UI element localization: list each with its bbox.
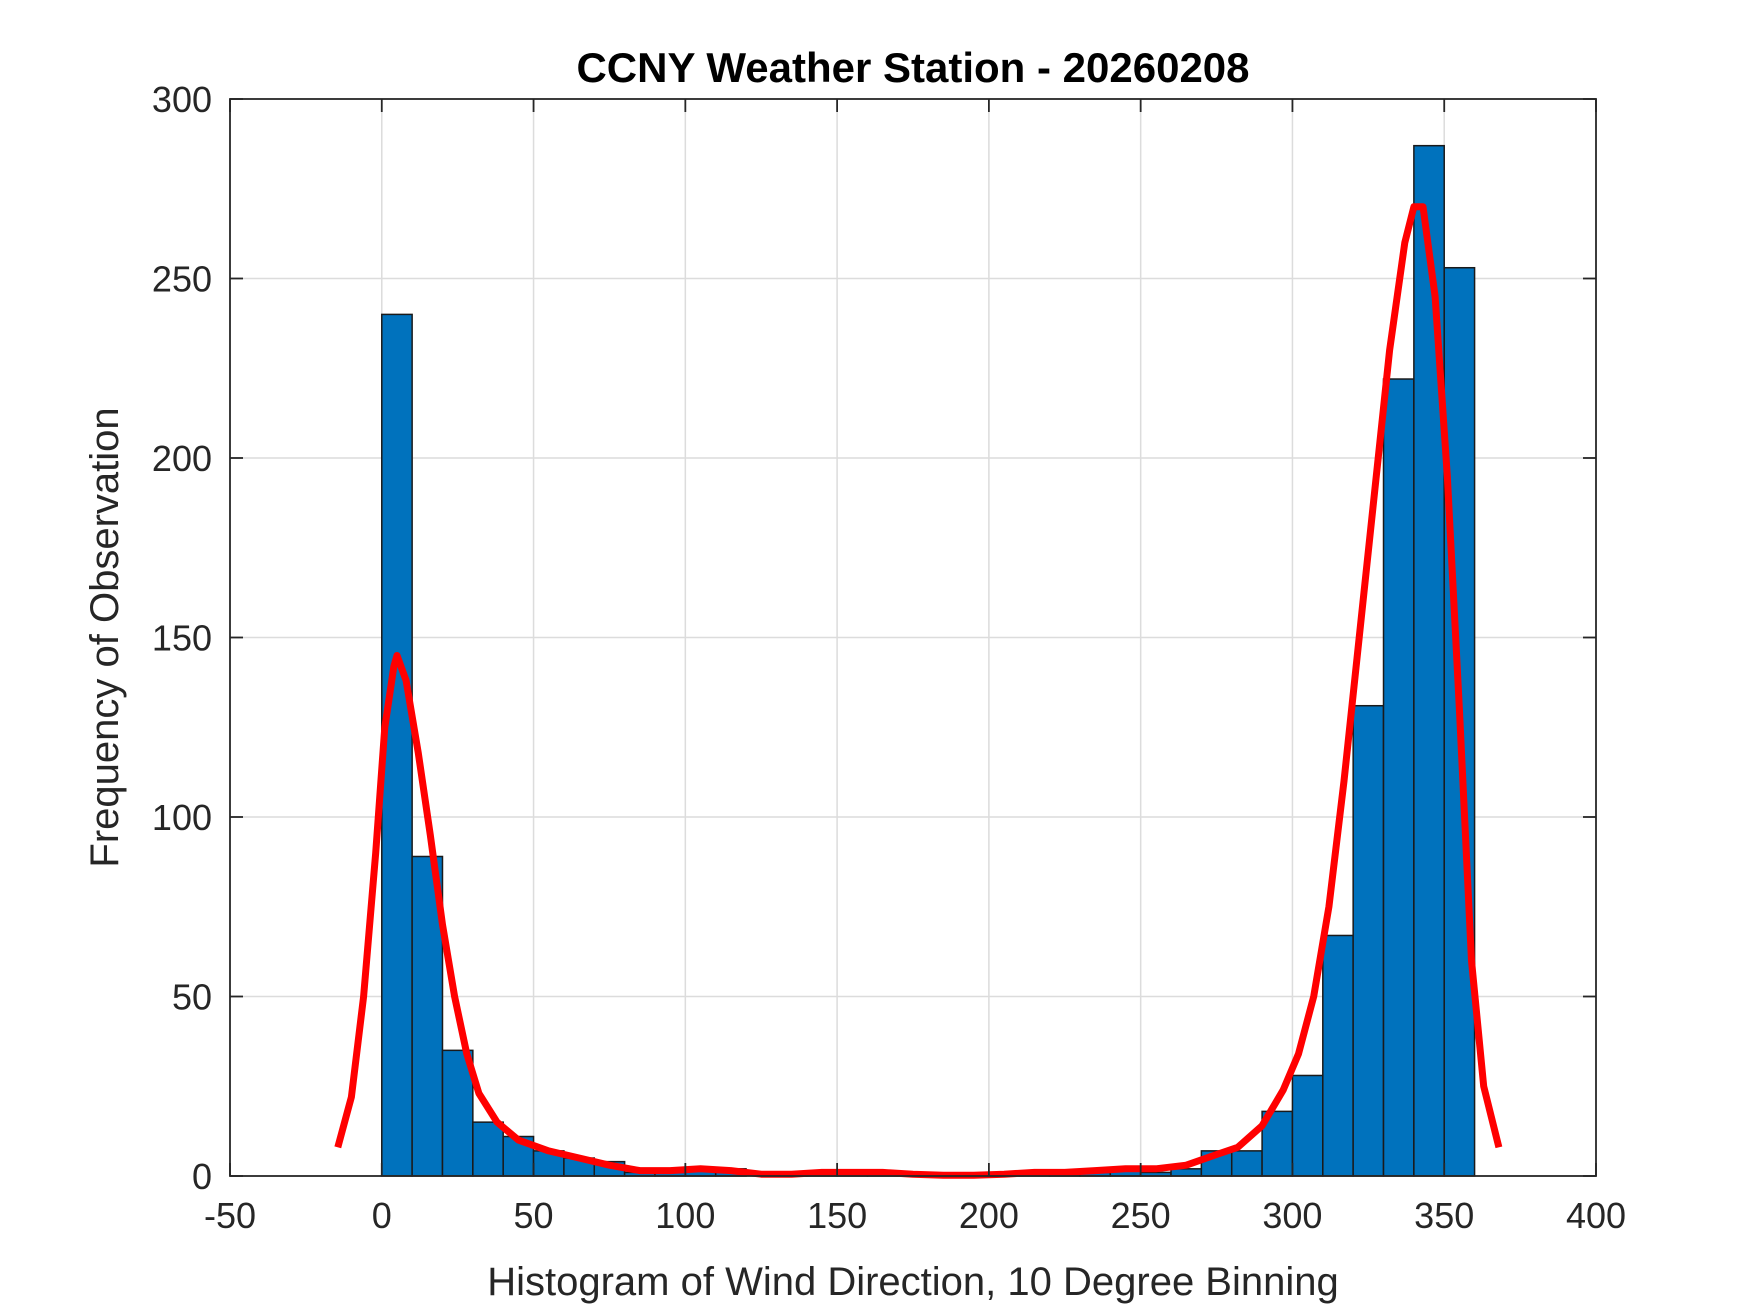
histogram-bar [1322, 934, 1354, 1177]
y-tick-label: 250 [152, 259, 212, 300]
histogram-bar [1291, 1074, 1324, 1177]
histogram-bar [1352, 704, 1385, 1177]
y-tick-label: 200 [152, 438, 212, 479]
x-tick-label: 0 [372, 1195, 392, 1236]
y-axis-label: Frequency of Observation [83, 407, 127, 867]
y-tick-label: 50 [172, 977, 212, 1018]
density-curve-layer [334, 203, 1503, 1179]
x-tick-label: 50 [514, 1195, 554, 1236]
x-tick-label: -50 [204, 1195, 256, 1236]
x-tick-label: 350 [1414, 1195, 1474, 1236]
y-tick-label: 0 [192, 1156, 212, 1197]
axes-frame [229, 98, 1597, 1177]
x-axis-label: Histogram of Wind Direction, 10 Degree B… [487, 1260, 1339, 1304]
chart-title: CCNY Weather Station - 20260208 [576, 44, 1249, 91]
y-tick-labels: 0 50 100 150 200 250 300 [152, 79, 212, 1197]
x-tick-label: 150 [807, 1195, 867, 1236]
density-curve [334, 203, 1503, 1179]
histogram-bar [472, 1121, 504, 1177]
y-tick-label: 100 [152, 797, 212, 838]
x-tick-label: 200 [959, 1195, 1019, 1236]
histogram-bar [1413, 144, 1445, 1177]
x-tick-label: 100 [655, 1195, 715, 1236]
x-tick-label: 250 [1111, 1195, 1171, 1236]
y-tick-label: 300 [152, 79, 212, 120]
x-tick-label: 400 [1566, 1195, 1626, 1236]
histogram-bar [1382, 378, 1415, 1177]
x-tick-label: 300 [1262, 1195, 1322, 1236]
y-tick-label: 150 [152, 618, 212, 659]
histogram-bar [1230, 1150, 1263, 1177]
histogram-bar [441, 1049, 474, 1177]
x-tick-labels: -50 0 50 100 150 200 250 300 350 400 [204, 1195, 1626, 1236]
